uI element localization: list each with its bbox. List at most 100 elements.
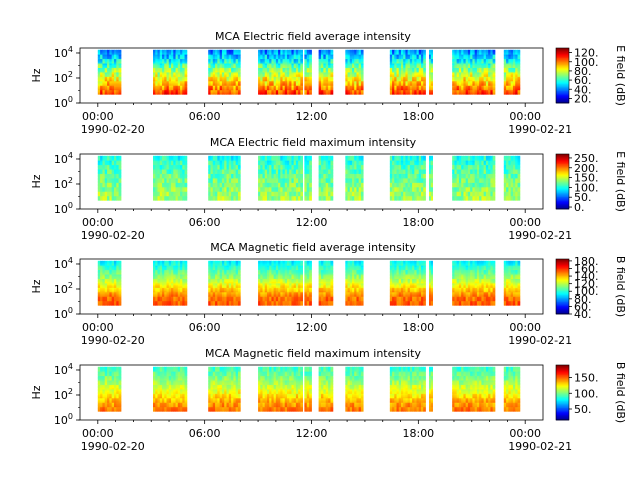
spectrogram-cell	[162, 155, 165, 158]
spectrogram-cell	[508, 92, 512, 95]
spectrogram-cell	[345, 92, 348, 95]
spectrogram-cell	[456, 80, 460, 83]
spectrogram-cell	[264, 49, 268, 52]
spectrogram-cell	[275, 83, 279, 86]
spectrogram-cell	[157, 73, 161, 76]
spectrogram-cell	[510, 80, 514, 83]
spectrogram-cell	[418, 89, 422, 92]
spectrogram-cell	[396, 54, 400, 57]
spectrogram-cell	[171, 198, 174, 201]
spectrogram-cell	[155, 158, 158, 161]
spectrogram-cell	[423, 80, 426, 83]
spectrogram-cell	[328, 82, 331, 85]
spectrogram-cell	[107, 74, 110, 77]
spectrogram-cell	[479, 92, 482, 95]
spectrogram-cell	[157, 54, 161, 57]
spectrogram-cell	[159, 167, 163, 170]
spectrogram-cell	[107, 186, 110, 189]
spectrogram-cell	[116, 163, 120, 166]
spectrogram-cell	[467, 79, 471, 82]
spectrogram-cell	[407, 82, 411, 85]
spectrogram-cell	[280, 89, 283, 92]
spectrogram-cell	[226, 91, 230, 94]
spectrogram-cell	[153, 155, 156, 158]
spectrogram-cell	[210, 92, 214, 95]
spectrogram-cell	[273, 51, 277, 54]
spectrogram-cell	[467, 80, 471, 83]
spectrogram-cell	[114, 188, 117, 191]
spectrogram-cell	[321, 58, 324, 61]
spectrogram-cell	[465, 85, 469, 88]
spectrogram-cell	[166, 57, 170, 60]
spectrogram-cell	[306, 88, 310, 91]
spectrogram-cell	[347, 89, 351, 92]
spectrogram-cell	[116, 170, 120, 173]
spectrogram-cell	[221, 77, 225, 80]
spectrogram-cell	[118, 88, 122, 91]
spectrogram-cell	[414, 52, 417, 55]
spectrogram-cell	[102, 51, 106, 54]
spectrogram-cell	[318, 52, 322, 55]
spectrogram-cell	[171, 85, 174, 88]
spectrogram-cell	[409, 70, 413, 73]
spectrogram-cell	[173, 185, 176, 188]
spectrogram-cell	[102, 52, 106, 55]
spectrogram-cell	[166, 155, 170, 158]
spectrogram-cell	[111, 180, 115, 183]
spectrogram-cell	[271, 73, 275, 76]
spectrogram-cell	[157, 164, 161, 167]
spectrogram-cell	[328, 61, 331, 64]
spectrogram-cell	[452, 63, 455, 66]
spectrogram-cell	[208, 54, 211, 57]
spectrogram-cell	[180, 63, 183, 66]
spectrogram-cell	[282, 54, 286, 57]
data-segment	[97, 155, 122, 201]
spectrogram-cell	[323, 91, 327, 94]
spectrogram-cell	[109, 73, 113, 76]
spectrogram-cell	[235, 155, 239, 158]
spectrogram-cell	[102, 66, 106, 68]
spectrogram-cell	[173, 52, 176, 55]
spectrogram-cell	[171, 80, 174, 83]
spectrogram-cell	[465, 79, 469, 82]
spectrogram-cell	[515, 66, 518, 68]
spectrogram-cell	[295, 57, 299, 60]
spectrogram-cell	[100, 83, 103, 86]
spectrogram-cell	[107, 155, 110, 158]
spectrogram-cell	[418, 67, 422, 70]
colorbar-swatch	[556, 100, 569, 103]
spectrogram-cell	[155, 89, 158, 92]
spectrogram-cell	[421, 61, 424, 64]
spectrogram-cell	[111, 195, 115, 198]
spectrogram-cell	[287, 85, 290, 88]
spectrogram-cell	[102, 180, 106, 183]
spectrogram-cell	[510, 85, 514, 88]
spectrogram-cell	[392, 80, 395, 83]
spectrogram-cell	[405, 63, 409, 66]
spectrogram-cell	[330, 66, 334, 68]
spectrogram-cell	[116, 79, 120, 82]
spectrogram-cell	[159, 182, 163, 185]
spectrogram-cell	[345, 61, 348, 64]
spectrogram-cell	[354, 70, 357, 73]
spectrogram-cell	[321, 70, 324, 73]
spectrogram-cell	[318, 63, 322, 66]
spectrogram-cell	[400, 85, 404, 88]
spectrogram-cell	[454, 61, 458, 64]
spectrogram-cell	[400, 73, 404, 76]
spectrogram-cell	[503, 61, 507, 64]
spectrogram-cell	[304, 70, 308, 73]
spectrogram-cell	[394, 77, 397, 80]
spectrogram-cell	[221, 70, 225, 73]
spectrogram-cell	[114, 160, 117, 163]
spectrogram-cell	[228, 60, 232, 63]
spectrogram-cell	[467, 88, 471, 91]
spectrogram-cell	[467, 83, 471, 86]
spectrogram-cell	[166, 195, 170, 198]
spectrogram-cell	[293, 55, 297, 58]
spectrogram-cell	[458, 61, 462, 64]
spectrogram-cell	[360, 51, 364, 54]
spectrogram-cell	[325, 77, 329, 80]
spectrogram-cell	[472, 61, 476, 64]
spectrogram-cell	[153, 55, 156, 58]
